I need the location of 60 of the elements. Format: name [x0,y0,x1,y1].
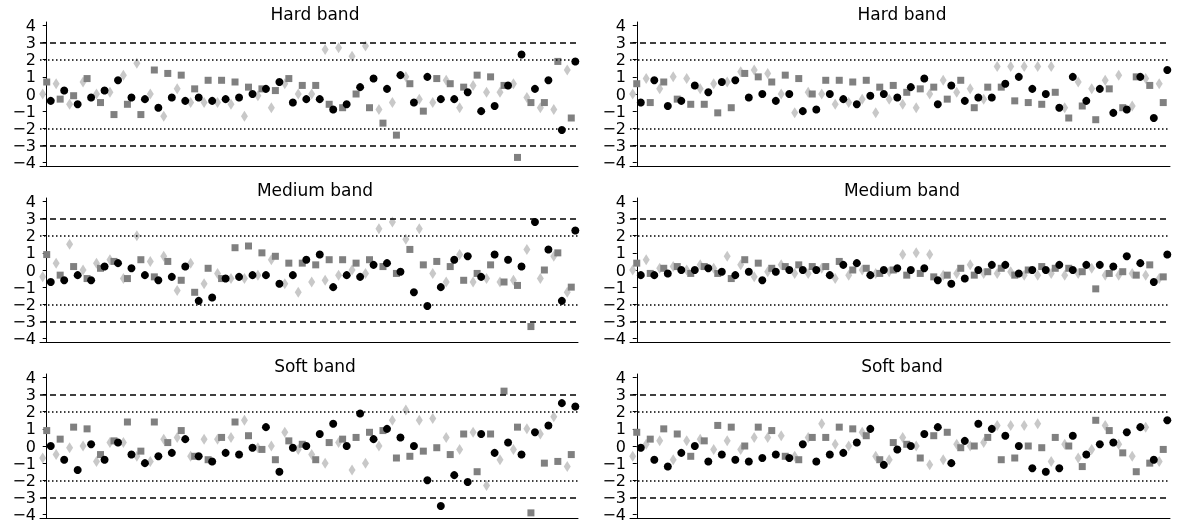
y-tick-label: −1 [602,101,626,121]
y-tick-label: −2 [602,294,626,314]
y-tick-label: 2 [25,50,36,70]
y-tick-label: 4 [25,15,36,35]
y-tick-label: −4 [12,329,36,349]
y-tick-label: 2 [615,402,626,422]
y-tick-label: 1 [25,243,36,263]
y-tick-label: −2 [12,294,36,314]
y-tick-label: 2 [25,402,36,422]
y-tick-label: 1 [615,67,626,87]
chart-title: Soft band [861,355,943,376]
y-tick-label: 3 [25,33,36,53]
y-tick-label: −3 [602,311,626,331]
y-tick-label: −4 [12,505,36,525]
y-tick-label: −2 [602,470,626,490]
y-tick-label: 1 [25,67,36,87]
y-tick-label: −4 [12,153,36,173]
chart-title: Medium band [256,179,374,200]
chart-title: Hard band [270,3,360,24]
chart-title: Soft band [274,355,356,376]
chart-title: Medium band [843,179,961,200]
y-tick-label: −3 [12,487,36,507]
y-tick-label: 0 [25,436,36,456]
y-tick-label: 4 [25,367,36,387]
y-tick-label: 4 [615,191,626,211]
y-tick-label: −3 [12,311,36,331]
chart-title: Hard band [857,3,947,24]
y-tick-label: 2 [25,226,36,246]
y-tick-label: 2 [615,50,626,70]
y-tick-label: 3 [25,385,36,405]
y-tick-label: 1 [615,419,626,439]
y-tick-label: −1 [12,101,36,121]
y-tick-label: 3 [615,209,626,229]
y-tick-label: 3 [25,209,36,229]
y-tick-label: 4 [25,191,36,211]
y-tick-label: −3 [602,135,626,155]
y-tick-label: 4 [615,367,626,387]
y-tick-label: 1 [25,419,36,439]
y-tick-label: 2 [615,226,626,246]
y-tick-label: −4 [602,505,626,525]
y-tick-label: −2 [602,118,626,138]
y-tick-label: −3 [602,487,626,507]
y-tick-label: −1 [12,453,36,473]
y-tick-label: −1 [12,277,36,297]
y-tick-label: −2 [12,470,36,490]
y-tick-label: 0 [615,436,626,456]
y-tick-label: 3 [615,385,626,405]
y-tick-label: 0 [615,84,626,104]
y-tick-label: −2 [12,118,36,138]
y-tick-label: −1 [602,277,626,297]
y-tick-label: −3 [12,135,36,155]
y-tick-label: 0 [615,260,626,280]
y-tick-label: 0 [25,260,36,280]
y-tick-label: 3 [615,33,626,53]
y-tick-label: 1 [615,243,626,263]
y-tick-label: 4 [615,15,626,35]
y-tick-label: −4 [602,329,626,349]
y-tick-label: −1 [602,453,626,473]
y-tick-label: −4 [602,153,626,173]
y-tick-label: 0 [25,84,36,104]
